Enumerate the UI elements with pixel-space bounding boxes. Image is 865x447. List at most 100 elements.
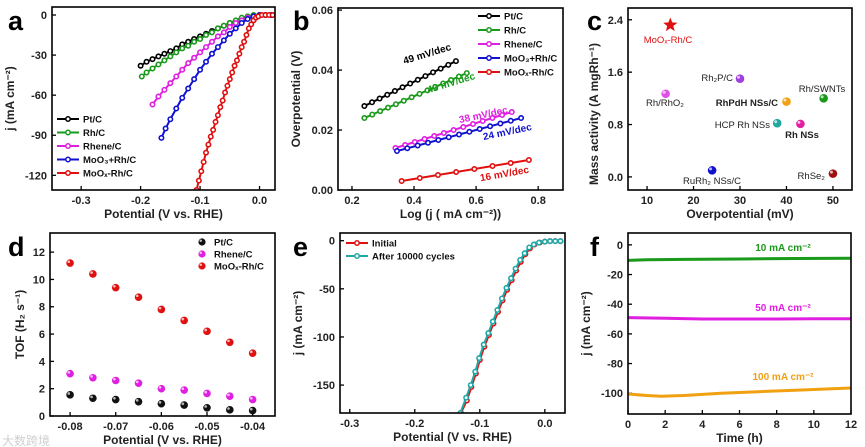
- panel-b: b 0.2 0.4 0.6 0.8 0.00 0.02 0.04 0.06 Log (j ( mA…: [289, 5, 564, 221]
- data-point: [369, 99, 376, 106]
- data-point-highlight: [113, 396, 116, 400]
- data-point: [416, 175, 423, 182]
- panel-letter: b: [293, 6, 310, 36]
- y-tick-label: -100: [313, 332, 335, 344]
- data-point: [205, 141, 212, 148]
- data-point: [89, 270, 97, 278]
- data-point: [208, 50, 215, 57]
- data-point: [143, 58, 150, 65]
- panel-letter: d: [8, 232, 25, 262]
- data-point: [173, 105, 180, 112]
- x-tick-label: 10: [808, 419, 820, 431]
- data-point: [226, 338, 234, 347]
- current-density-label: 50 mA cm⁻²: [755, 303, 811, 314]
- data-point: [180, 316, 188, 325]
- data-point-highlight: [135, 380, 139, 384]
- y-tick-label: 0: [41, 10, 47, 22]
- data-point: [521, 250, 528, 257]
- data-point: [191, 38, 198, 45]
- data-point: [434, 172, 441, 179]
- data-point: [456, 131, 463, 138]
- data-point: [180, 401, 188, 409]
- legend-item: Rhene/C: [198, 250, 253, 261]
- legend-label: Rhene/C: [83, 142, 122, 153]
- data-point: [489, 318, 496, 325]
- plot-area: [628, 256, 851, 398]
- data-point: [238, 44, 245, 51]
- panel-letter: a: [8, 6, 24, 36]
- data-point: [220, 29, 227, 36]
- y-tick-label: -80: [607, 359, 623, 371]
- y-tick-label: 1.6: [608, 67, 623, 79]
- series-line-2: [628, 386, 851, 398]
- data-point: [203, 32, 210, 39]
- legend-label: MoOₓ-Rh/C: [214, 262, 264, 273]
- data-point: [485, 330, 492, 337]
- data-point: [512, 265, 519, 272]
- data-point-highlight: [181, 402, 185, 406]
- data-point: [361, 103, 368, 110]
- data-point: [226, 392, 234, 400]
- x-axis-label: Log (j ( mA cm⁻²)): [400, 207, 501, 221]
- x-tick-label: 0.8: [531, 195, 546, 207]
- data-point: [455, 73, 462, 80]
- data-point: [203, 58, 210, 65]
- x-tick-label: 10: [641, 195, 653, 207]
- data-point: [203, 389, 211, 398]
- data-point-highlight: [90, 271, 93, 274]
- data-point: [476, 355, 483, 362]
- y-tick-label: -60: [31, 90, 47, 102]
- legend-label: Pt/C: [214, 238, 233, 249]
- series-line-4: [195, 14, 273, 190]
- data-point: [157, 305, 166, 314]
- data-point: [445, 134, 452, 141]
- data-point: [391, 88, 398, 95]
- x-tick-label: 0.4: [406, 195, 422, 207]
- data-point: [476, 126, 483, 133]
- legend-label: Rhene/C: [214, 250, 253, 261]
- y-tick-label: 2.4: [608, 15, 624, 27]
- data-point-highlight: [158, 386, 162, 389]
- y-tick-label: 12: [33, 247, 45, 259]
- data-point: [503, 284, 510, 291]
- panel-a: a -0.3 -0.2 -0.1 0.0 0 -30 -60 -90 -120 Potential …: [3, 6, 276, 221]
- data-point: [547, 238, 554, 245]
- panel-d: d -0.08 -0.07 -0.06 -0.05 -0.04 0 2 4 6 8 10 12 Poten…: [8, 232, 276, 447]
- data-point-highlight: [90, 375, 93, 378]
- data-point: [517, 256, 524, 263]
- legend-item: MoOₓ-Rh/C: [57, 169, 133, 180]
- data-point: [185, 42, 192, 49]
- data-point: [782, 97, 791, 106]
- data-point-highlight: [135, 294, 139, 298]
- data-point: [66, 369, 74, 378]
- legend-label: MoOₓ-Rh/C: [83, 169, 133, 180]
- legend-label: MoO₃+Rh/C: [83, 155, 136, 166]
- data-point: [269, 12, 275, 19]
- legend-label: After 10000 cycles: [372, 252, 455, 263]
- data-point: [437, 65, 444, 72]
- data-point-highlight: [199, 263, 203, 266]
- legend-item: MoOₓ-Rh/C: [198, 262, 264, 273]
- plot-frame: [339, 232, 566, 414]
- data-point: [231, 62, 238, 69]
- data-point: [452, 58, 459, 65]
- legend-marker: [65, 116, 71, 122]
- data-point: [207, 133, 214, 140]
- data-point-highlight: [227, 393, 230, 397]
- data-point: [466, 128, 473, 135]
- data-point: [526, 244, 533, 251]
- data-point: [158, 134, 165, 141]
- legend-item: MoO₃+Rh/C: [478, 54, 557, 65]
- data-point: [467, 382, 474, 389]
- data-point: [440, 80, 447, 87]
- x-tick-label: 12: [845, 419, 857, 431]
- data-point-highlight: [829, 170, 833, 174]
- panel-c: c 10 20 30 40 50 0.0 0.8 1.6 2.4 Overpotential (mV…: [587, 6, 853, 221]
- data-point-highlight: [249, 407, 253, 411]
- x-tick-label: 30: [734, 195, 746, 207]
- data-point: [111, 395, 120, 404]
- data-point: [214, 112, 221, 119]
- data-point: [155, 93, 162, 100]
- plot-frame: [337, 7, 564, 191]
- data-point: [157, 384, 166, 393]
